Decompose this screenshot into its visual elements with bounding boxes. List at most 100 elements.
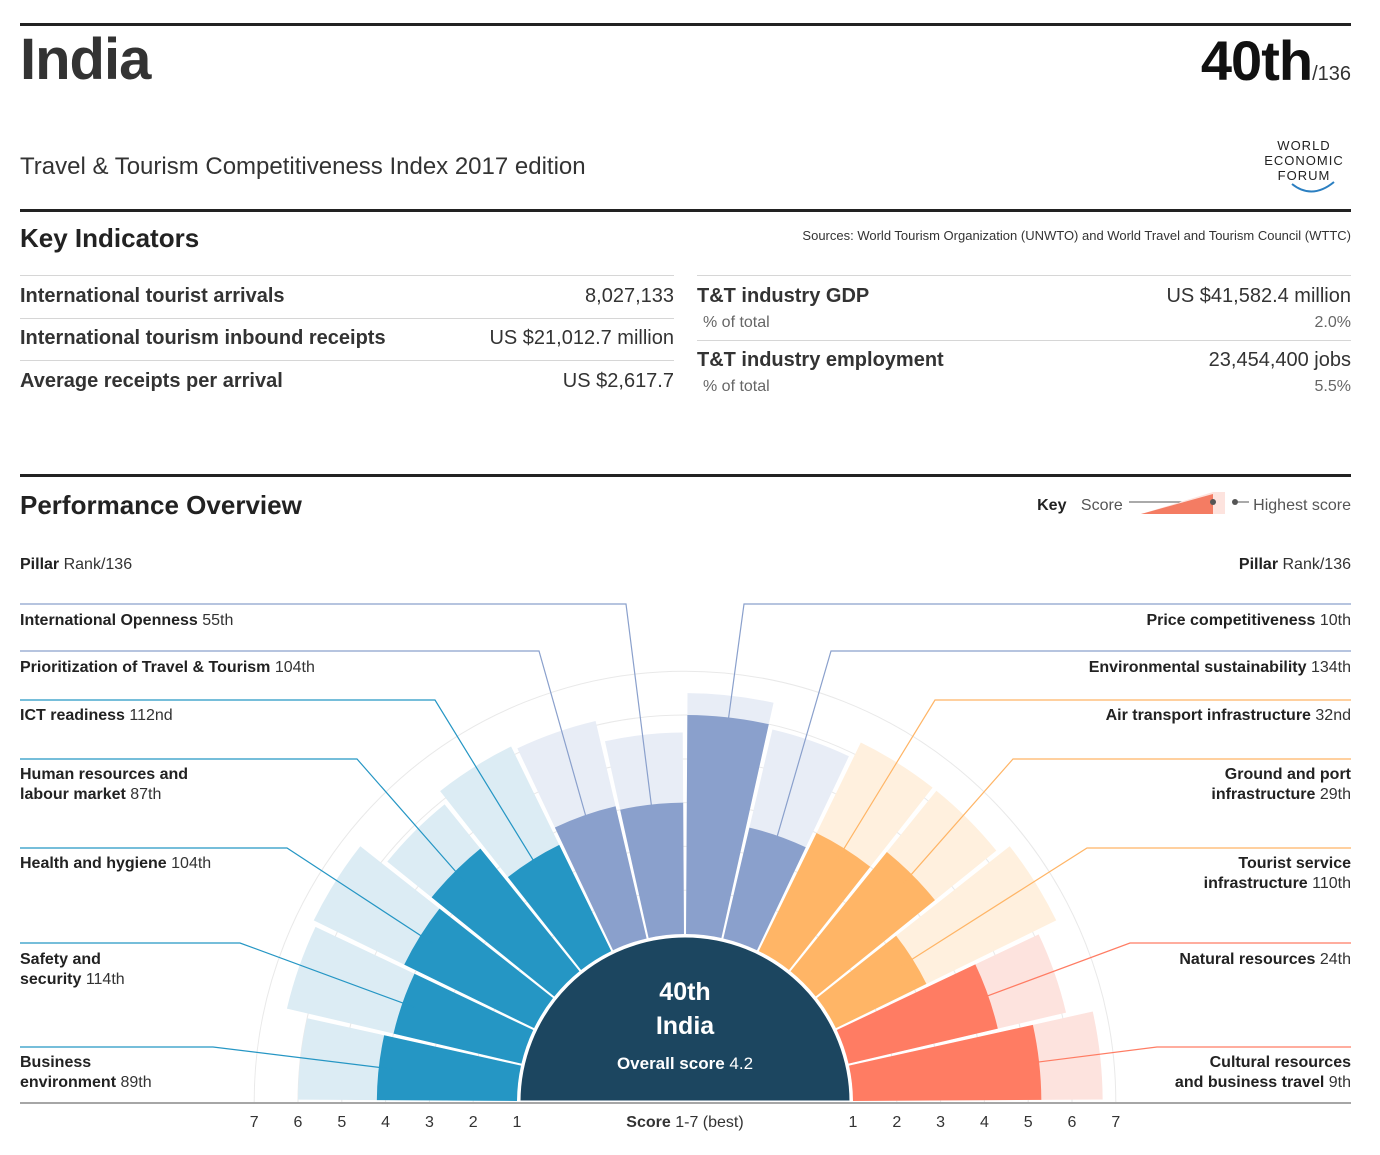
pillar-label: Cultural resources and business travel 9t… — [1174, 1054, 1351, 1091]
score-tick: 2 — [468, 1114, 478, 1131]
score-bar — [849, 1024, 1042, 1101]
score-bar — [816, 935, 927, 1029]
score-tick: 4 — [979, 1114, 989, 1131]
performance-title: Performance Overview — [20, 490, 302, 520]
pillar-label: Tourist service infrastructure 110th — [1203, 855, 1351, 892]
leader-line — [836, 699, 1351, 861]
pillar-label: Health and hygiene 104th — [20, 855, 212, 872]
ki-label: Average receipts per arrival — [20, 370, 283, 392]
leader-line — [974, 942, 1351, 1002]
wef-logo: WORLD ECONOMIC FORUM — [1256, 138, 1352, 183]
score-bar — [790, 852, 935, 997]
divider — [20, 360, 674, 361]
ki-sub-value: 2.0% — [1314, 314, 1351, 331]
score-tick: 1 — [512, 1114, 522, 1131]
key-label: Key — [1037, 497, 1067, 515]
score-bar — [507, 844, 612, 971]
divider — [20, 318, 674, 319]
score-axis-label: Score 1-7 (best) — [590, 1114, 780, 1132]
wef-logo-line: ECONOMIC — [1264, 153, 1344, 168]
score-tick: 6 — [293, 1114, 303, 1131]
wef-logo-line: WORLD — [1277, 138, 1331, 153]
ki-label: International tourist arrivals — [20, 285, 285, 307]
key-highest-label: Highest score — [1253, 497, 1351, 515]
overall-score-disc — [517, 934, 853, 1104]
ki-value: 23,454,400 jobs — [1208, 349, 1351, 371]
score-tick: 1 — [848, 1114, 858, 1131]
pillar-label: Environmental sustainability 134th — [1088, 659, 1351, 676]
divider — [20, 275, 674, 276]
score-bar — [431, 848, 580, 997]
pillar-head-rest: Rank/136 — [1282, 556, 1352, 573]
pillar-head-right: Pillar Rank/136 — [1239, 556, 1351, 574]
wef-logo-line: FORUM — [1277, 168, 1331, 183]
score-bar — [404, 908, 554, 1029]
rank-total: /136 — [1312, 63, 1351, 85]
key-indicators-rule — [20, 209, 1351, 212]
pillar-label: Human resources and labour market 87th — [20, 766, 189, 803]
key-legend-swatch-icon — [1129, 492, 1250, 514]
rank-value: 40th — [1200, 29, 1313, 92]
divider — [697, 275, 1351, 276]
pillar-head-bold: Pillar — [20, 556, 60, 573]
divider — [697, 340, 1351, 341]
leader-line — [772, 650, 1351, 850]
ki-label: International tourism inbound receipts — [20, 327, 386, 349]
leader-line — [20, 1046, 393, 1070]
ki-sub-label: % of total — [703, 378, 770, 395]
pillar-label: International Openness 55th — [20, 612, 234, 629]
score-tick: 3 — [424, 1114, 434, 1131]
grid-ring — [253, 670, 1117, 1103]
score-tick: 5 — [337, 1114, 347, 1131]
ki-value: 8,027,133 — [585, 285, 674, 307]
score-tick: 3 — [936, 1114, 946, 1131]
score-bar — [376, 1035, 521, 1101]
leader-line — [20, 847, 433, 944]
pillar-label: Natural resources 24th — [1179, 951, 1351, 968]
score-bar — [723, 827, 806, 951]
ki-sub-label: % of total — [703, 314, 770, 331]
score-bar — [393, 973, 534, 1064]
pillar-label: Business environment 89th — [20, 1054, 152, 1091]
leader-line — [20, 699, 541, 872]
score-tick: 5 — [1023, 1114, 1033, 1131]
leader-line — [726, 603, 1351, 732]
score-bar — [686, 715, 769, 938]
score-tick: 4 — [381, 1114, 391, 1131]
leader-line — [901, 758, 1351, 886]
country-title: India — [20, 27, 151, 92]
ki-label: T&T industry GDP — [697, 285, 870, 307]
pillar-head-left: Pillar Rank/136 — [20, 556, 132, 574]
score-axis-bold: Score — [626, 1114, 671, 1131]
center-rank: 40th — [659, 978, 710, 1006]
pillar-head-rest: Rank/136 — [63, 556, 133, 573]
chart-key-legend: Key Score Highest score — [1037, 492, 1351, 516]
key-score-label: Score — [1080, 497, 1123, 515]
pillar-label: Prioritization of Travel & Tourism 104th — [20, 659, 315, 676]
leader-line — [1025, 1046, 1351, 1065]
score-bar — [620, 802, 684, 938]
pillar-label: Price competitiveness 10th — [1146, 612, 1351, 629]
pillar-label: Safety and security 114th — [20, 951, 125, 988]
center-country: India — [656, 1012, 715, 1040]
score-tick: 7 — [249, 1114, 259, 1131]
center-score: Overall score 4.2 — [617, 1054, 753, 1073]
score-bar — [758, 833, 871, 971]
leader-line — [20, 942, 416, 1009]
pillar-label: Air transport infrastructure 32nd — [1105, 707, 1351, 724]
page-subtitle: Travel & Tourism Competitiveness Index 2… — [20, 153, 586, 180]
top-rule — [20, 23, 1351, 26]
ki-value: US $2,617.7 — [562, 370, 674, 392]
score-axis-rest: 1-7 (best) — [675, 1114, 744, 1131]
ki-label: T&T industry employment — [697, 349, 944, 371]
score-bar — [836, 964, 998, 1064]
performance-rule — [20, 474, 1351, 477]
pillar-head-bold: Pillar — [1238, 556, 1279, 573]
sources-note: Sources: World Tourism Organization (UNW… — [802, 228, 1351, 243]
leader-line — [900, 847, 1351, 967]
key-indicators-title: Key Indicators — [20, 223, 200, 253]
overall-rank: 40th/136 — [1201, 28, 1351, 93]
ki-sub-value: 5.5% — [1314, 378, 1351, 395]
leader-line — [20, 758, 466, 883]
